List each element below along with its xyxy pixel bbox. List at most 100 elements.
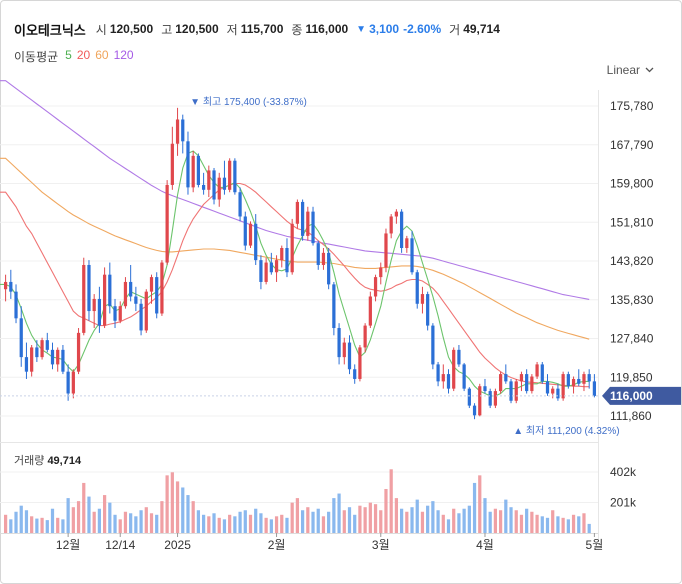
ma-legend-60[interactable]: 60: [95, 48, 109, 62]
candle-body: [243, 216, 247, 246]
candle: [238, 187, 242, 222]
volume-tick-label: 402k: [610, 465, 637, 479]
candle: [587, 369, 591, 389]
candle-body: [551, 388, 555, 394]
candle-body: [207, 170, 211, 190]
candle-body: [300, 201, 305, 236]
candle-body: [384, 233, 388, 268]
candle-body: [191, 155, 195, 188]
candle-body: [160, 262, 164, 314]
volume-bar: [87, 496, 91, 533]
volume-bar: [30, 516, 34, 533]
candle: [30, 344, 34, 377]
ma-legend-20[interactable]: 20: [76, 48, 91, 62]
candle: [483, 378, 487, 394]
volume-bar: [300, 510, 305, 533]
candle: [472, 403, 477, 420]
volume-bar: [50, 508, 55, 533]
candle-body: [248, 223, 253, 246]
volume-panel-value: 49,714: [47, 455, 82, 467]
volume-bar: [123, 511, 128, 533]
ma-legend-5[interactable]: 5: [65, 48, 72, 62]
candle: [97, 286, 102, 333]
volume-bar: [170, 472, 174, 533]
candle-body: [290, 223, 294, 273]
x-tick-label: 5월: [586, 538, 604, 552]
scale-toggle-button[interactable]: Linear: [607, 63, 654, 77]
volume-bar: [514, 510, 518, 533]
candle: [248, 221, 253, 249]
candle-body: [102, 274, 107, 326]
candle-body: [170, 143, 174, 185]
volume-bar: [76, 501, 81, 533]
candle: [462, 362, 466, 392]
volume-bar: [410, 507, 414, 533]
volume-bar: [337, 493, 341, 533]
price-tick-label: 167,790: [610, 138, 654, 152]
candle-body: [467, 388, 471, 406]
candle: [394, 209, 399, 224]
candle-body: [201, 184, 206, 190]
candle: [571, 376, 576, 394]
candle-body: [509, 381, 513, 401]
volume-bar: [129, 513, 133, 533]
volume-bar: [535, 514, 539, 533]
volume-bar: [24, 510, 29, 533]
candle: [254, 214, 258, 265]
volume-bar: [217, 517, 221, 533]
volume-bar: [118, 519, 122, 533]
volume-bar: [431, 501, 435, 533]
candle: [71, 369, 75, 399]
candle-body: [472, 405, 477, 416]
x-tick-label: 12/14: [105, 538, 135, 552]
candle: [384, 228, 388, 273]
candle: [426, 291, 430, 331]
volume-bar: [493, 508, 498, 533]
ma-legend-120[interactable]: 120: [113, 48, 134, 62]
candle-body: [452, 349, 456, 389]
candle: [102, 267, 107, 329]
candle-body: [478, 386, 482, 416]
volume-bar: [551, 510, 555, 533]
candle: [488, 388, 492, 409]
x-tick-label: 4월: [476, 538, 494, 552]
candle: [24, 342, 29, 379]
ma-legend-title: 이동평균: [14, 50, 59, 64]
candle: [285, 238, 289, 278]
candle: [300, 199, 305, 241]
volume-bar: [389, 469, 393, 533]
candle-body: [327, 252, 331, 285]
volume-bar: [399, 508, 404, 533]
volume-panel-title: 거래량: [14, 455, 45, 467]
high-label: 고: [161, 22, 173, 37]
volume-bar: [113, 514, 117, 533]
volume-bar: [509, 507, 513, 533]
price-tick-label: 143,820: [610, 254, 654, 268]
candle-body: [415, 272, 419, 304]
candle: [519, 371, 524, 392]
candle-body: [144, 291, 148, 331]
volume-bar: [452, 508, 456, 533]
volume-bar: [254, 508, 258, 533]
candle: [540, 361, 544, 384]
x-tick-label: 2025: [164, 538, 191, 552]
volume-bar: [102, 495, 107, 533]
volume-bar: [525, 508, 529, 533]
candle-body: [399, 211, 404, 249]
candle: [61, 344, 65, 375]
volume-bar: [196, 510, 201, 533]
candle-body: [457, 349, 461, 365]
volume-bar: [342, 510, 346, 533]
candle: [551, 386, 555, 399]
candle: [441, 364, 445, 389]
candle-body: [498, 374, 503, 392]
candle: [311, 206, 315, 246]
candle-body: [30, 347, 34, 372]
current-price-label: 116,000: [610, 389, 653, 403]
candle: [269, 252, 273, 275]
candle: [436, 361, 440, 387]
volume-bar: [384, 488, 388, 533]
candle-body: [24, 357, 29, 372]
